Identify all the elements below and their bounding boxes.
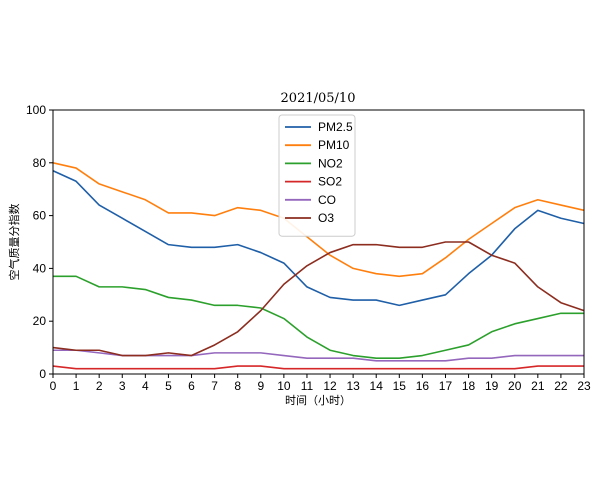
x-tick-label: 10	[277, 379, 291, 393]
y-tick-label: 80	[33, 156, 47, 170]
x-tick-label: 12	[323, 379, 337, 393]
series-line-pm25	[52, 169, 585, 307]
series-layer	[52, 162, 585, 370]
legend: PM2.5 PM10 NO2 SO2 CO O3	[278, 114, 356, 237]
series-line-pm10	[52, 162, 585, 278]
y-tick-label: 100	[26, 103, 46, 117]
x-tick-label: 8	[234, 379, 241, 393]
y-axis-ticks: 0 20 40 60 80 100	[26, 103, 53, 381]
y-tick-label: 60	[33, 209, 47, 223]
x-tick-label: 13	[346, 379, 360, 393]
x-tick-label: 14	[370, 379, 384, 393]
y-axis-label: 空气质量分指数	[7, 204, 21, 281]
x-tick-label: 4	[142, 379, 149, 393]
series-line-o3	[52, 241, 585, 357]
series-line-no2	[53, 275, 584, 359]
legend-label: CO	[318, 193, 336, 207]
x-tick-label: 22	[554, 379, 568, 393]
legend-label: O3	[318, 211, 334, 225]
x-tick-label: 18	[462, 379, 476, 393]
x-tick-label: 20	[508, 379, 522, 393]
y-tick-label: 40	[33, 261, 47, 275]
x-tick-label: 7	[211, 379, 218, 393]
x-tick-label: 17	[439, 379, 453, 393]
x-tick-label: 5	[165, 379, 172, 393]
y-tick-label: 20	[33, 314, 47, 328]
legend-label: SO2	[318, 175, 342, 189]
x-axis-label: 时间（小时）	[285, 394, 351, 407]
chart-title: 2021/05/10	[281, 91, 356, 106]
y-tick-label: 0	[39, 367, 46, 381]
x-tick-label: 15	[393, 379, 407, 393]
x-tick-label: 2	[96, 379, 103, 393]
x-tick-label: 3	[119, 379, 126, 393]
x-tick-label: 19	[485, 379, 499, 393]
x-tick-label: 16	[416, 379, 430, 393]
x-tick-label: 11	[301, 379, 314, 393]
legend-label: PM10	[318, 138, 350, 152]
x-tick-label: 0	[50, 379, 57, 393]
legend-label: PM2.5	[318, 120, 353, 134]
series-line-so2	[52, 365, 584, 370]
x-tick-label: 21	[531, 379, 545, 393]
legend-label: NO2	[318, 156, 343, 170]
x-tick-label: 1	[73, 379, 80, 393]
x-tick-label: 23	[577, 379, 591, 393]
x-axis-ticks: 0 1 2 3 4 5 6 7 8 9 10 11 12 13 14 15 16 17 18 19 20 21 22 23	[50, 374, 591, 393]
x-tick-label: 9	[257, 379, 264, 393]
x-tick-label: 6	[188, 379, 195, 393]
plot-frame	[52, 109, 585, 375]
